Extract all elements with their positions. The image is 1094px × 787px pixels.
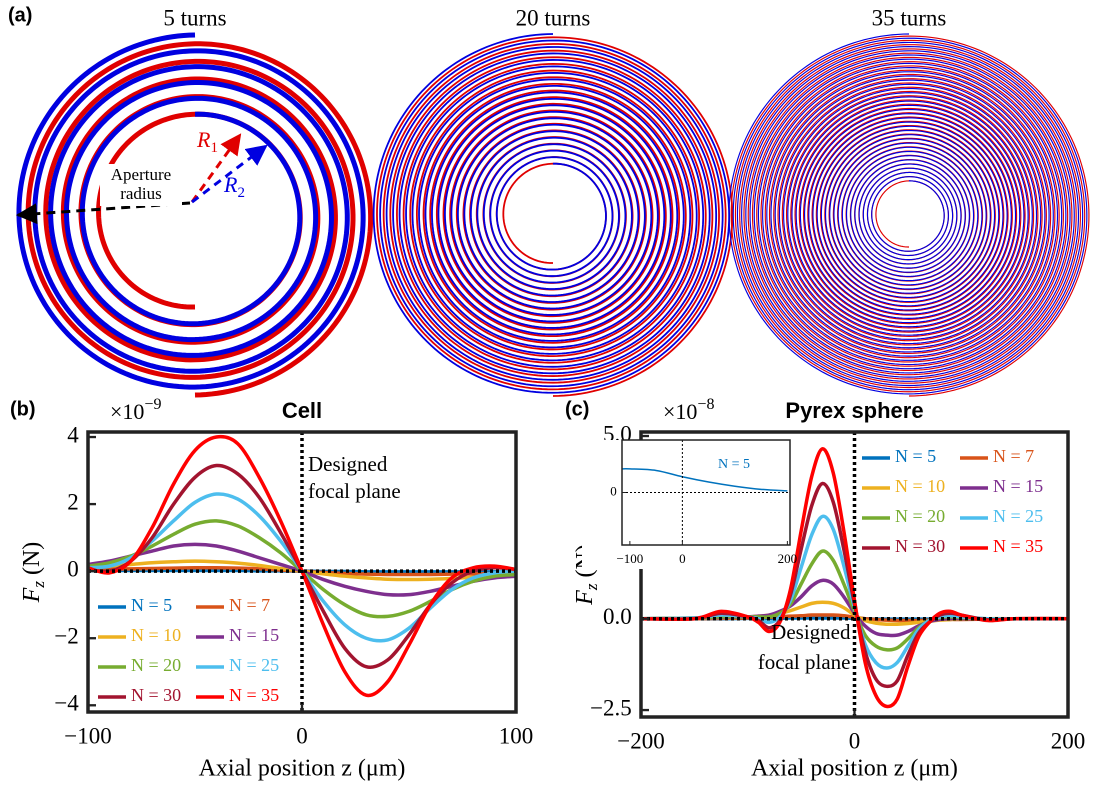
legend-label: N = 7 bbox=[229, 595, 270, 615]
focal-annotation: Designed bbox=[771, 620, 851, 644]
legend-label: N = 25 bbox=[993, 506, 1043, 526]
x-tick-label: 200 bbox=[778, 551, 798, 566]
r1-sub: 1 bbox=[210, 140, 218, 156]
plot-area bbox=[88, 432, 516, 712]
legend-label: N = 10 bbox=[895, 476, 945, 496]
y-tick-label: 0 bbox=[610, 483, 617, 498]
multiplier-base: ×10 bbox=[663, 399, 697, 424]
chart-title: Cell bbox=[282, 398, 322, 423]
y-tick-label: 2 bbox=[67, 489, 79, 514]
focal-annotation: focal plane bbox=[308, 479, 401, 503]
y-label-unit: (N) bbox=[19, 542, 45, 575]
y-label-main: F bbox=[19, 587, 45, 603]
x-tick-label: −200 bbox=[617, 729, 664, 754]
x-tick-label: 0 bbox=[679, 551, 686, 566]
x-axis-label: Axial position z (μm) bbox=[199, 756, 406, 782]
y-axis-label: Fz (N) bbox=[19, 542, 48, 604]
aperture-label: radius bbox=[120, 184, 162, 203]
x-tick-label: −100 bbox=[64, 724, 111, 749]
spiral-arm bbox=[16, 32, 366, 390]
y-label-main: F bbox=[572, 590, 598, 606]
legend-label: N = 10 bbox=[131, 625, 181, 645]
legend-label: N = 20 bbox=[131, 655, 181, 675]
multiplier: ×10−8 bbox=[663, 396, 714, 424]
y-label-sub: z bbox=[29, 581, 48, 589]
spiral-arm bbox=[372, 33, 731, 394]
legend-label: N = 30 bbox=[895, 536, 945, 556]
r1-label: R1 bbox=[196, 127, 218, 156]
plot-area bbox=[622, 440, 790, 545]
y-tick-label: −2.5 bbox=[590, 695, 632, 720]
focal-annotation: focal plane bbox=[758, 650, 851, 674]
label-bg bbox=[100, 164, 182, 206]
panel-label: (b) bbox=[10, 398, 36, 420]
legend-label: N = 5 bbox=[895, 446, 936, 466]
panel-label: (c) bbox=[565, 398, 589, 420]
r2-label: R2 bbox=[223, 172, 245, 201]
y-tick-label: −2 bbox=[54, 624, 78, 649]
multiplier-base: ×10 bbox=[110, 399, 144, 424]
x-axis-label: Axial position z (μm) bbox=[751, 756, 958, 782]
aperture-label: Aperture bbox=[111, 165, 171, 184]
plot-area bbox=[641, 432, 1068, 717]
y-tick-label: 4 bbox=[67, 422, 79, 447]
y-label-sub: z bbox=[582, 583, 601, 591]
spiral-title: 20 turns bbox=[516, 5, 591, 30]
spiral-title: 35 turns bbox=[872, 5, 947, 30]
multiplier-exp: −8 bbox=[697, 396, 714, 413]
y-tick-label: −4 bbox=[54, 691, 79, 716]
spiral-panel: 5 turns 20 turns 35 turns bbox=[16, 5, 1090, 398]
panel-label: (a) bbox=[8, 4, 32, 26]
focal-annotation: Designed bbox=[308, 452, 388, 476]
legend-label: N = 7 bbox=[993, 446, 1034, 466]
r2-sub: 2 bbox=[237, 185, 245, 201]
r2-main: R bbox=[223, 172, 238, 197]
legend-label: N = 5 bbox=[131, 595, 172, 615]
aperture-arrow bbox=[15, 201, 191, 225]
inset-bg bbox=[582, 440, 790, 569]
x-tick-label: 0 bbox=[296, 724, 308, 749]
legend-label: N = 15 bbox=[229, 625, 279, 645]
chart-title: Pyrex sphere bbox=[785, 398, 923, 423]
y-tick-label: 0.0 bbox=[603, 604, 632, 629]
x-tick-label: 100 bbox=[499, 724, 534, 749]
legend-label: N = 20 bbox=[895, 506, 945, 526]
legend-label: N = 35 bbox=[993, 536, 1043, 556]
series-line bbox=[622, 468, 788, 492]
inset-label: N = 5 bbox=[718, 457, 750, 472]
spiral-arm bbox=[728, 33, 1088, 395]
r1-main: R bbox=[196, 127, 211, 152]
spiral-title: 5 turns bbox=[163, 5, 226, 30]
y-tick-label: 0 bbox=[67, 556, 79, 581]
legend-label: N = 30 bbox=[131, 685, 181, 705]
legend-label: N = 15 bbox=[993, 476, 1043, 496]
x-tick-label: −100 bbox=[616, 551, 643, 566]
multiplier-exp: −9 bbox=[144, 396, 161, 413]
aperture-annotation: Aperture radius R1 R2 bbox=[15, 127, 268, 225]
legend-label: N = 35 bbox=[229, 685, 279, 705]
x-tick-label: 200 bbox=[1051, 729, 1086, 754]
r2-arrow bbox=[191, 144, 268, 204]
multiplier: ×10−9 bbox=[110, 396, 161, 424]
x-tick-label: 0 bbox=[849, 729, 861, 754]
legend-label: N = 25 bbox=[229, 655, 279, 675]
